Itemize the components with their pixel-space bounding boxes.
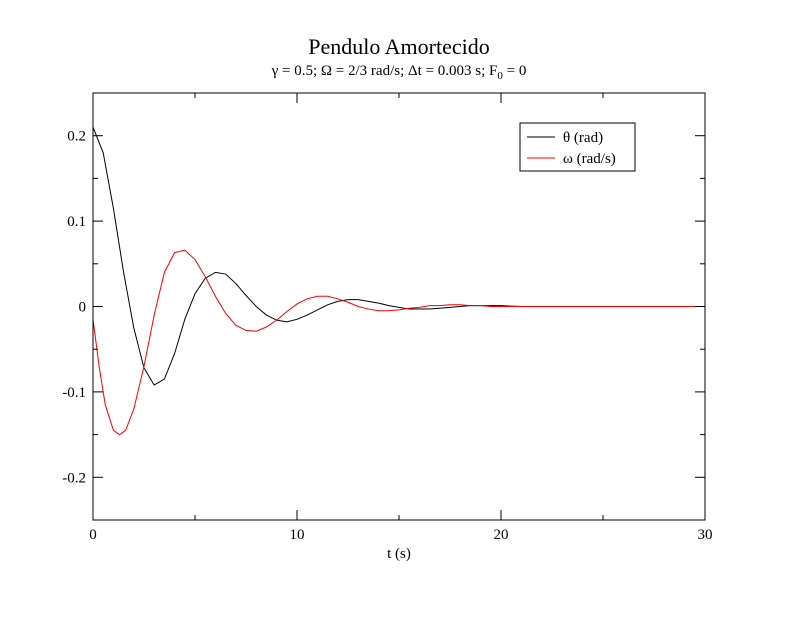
- x-tick-label: 0: [89, 527, 97, 543]
- chart-title: Pendulo Amortecido: [308, 34, 489, 59]
- y-tick-label: 0.2: [67, 129, 86, 145]
- series-line-omega: [92, 249, 705, 436]
- subtitle-gamma: γ: [271, 63, 279, 79]
- x-tick-label: 10: [290, 527, 305, 543]
- subtitle-subscript: 0: [497, 70, 503, 82]
- x-axis-ticks: 0 10 20 30: [89, 93, 713, 543]
- legend-box: [519, 122, 636, 172]
- legend: θ (rad) ω (rad/s): [519, 122, 636, 172]
- legend-label-omega: ω (rad/s): [563, 151, 616, 167]
- subtitle-tail: = 0: [503, 63, 526, 79]
- y-tick-label: 0.1: [67, 214, 86, 230]
- subtitle-params: = 0.5; Ω = 2/3 rad/s; Δt = 0.003 s; F: [278, 63, 497, 79]
- x-tick-label: 30: [698, 527, 713, 543]
- y-axis-ticks: -0.2 -0.1 0 0.1 0.2: [62, 92, 705, 521]
- y-tick-label: 0: [79, 300, 87, 316]
- plot-lines: [92, 126, 705, 436]
- y-tick-label: -0.1: [62, 385, 86, 401]
- y-tick-label: -0.2: [62, 470, 86, 486]
- legend-label-theta: θ (rad): [563, 130, 603, 146]
- x-tick-label: 20: [494, 527, 509, 543]
- x-axis-label: t (s): [387, 546, 411, 562]
- chart-subtitle: γ = 0.5; Ω = 2/3 rad/s; Δt = 0.003 s; F0…: [271, 63, 527, 82]
